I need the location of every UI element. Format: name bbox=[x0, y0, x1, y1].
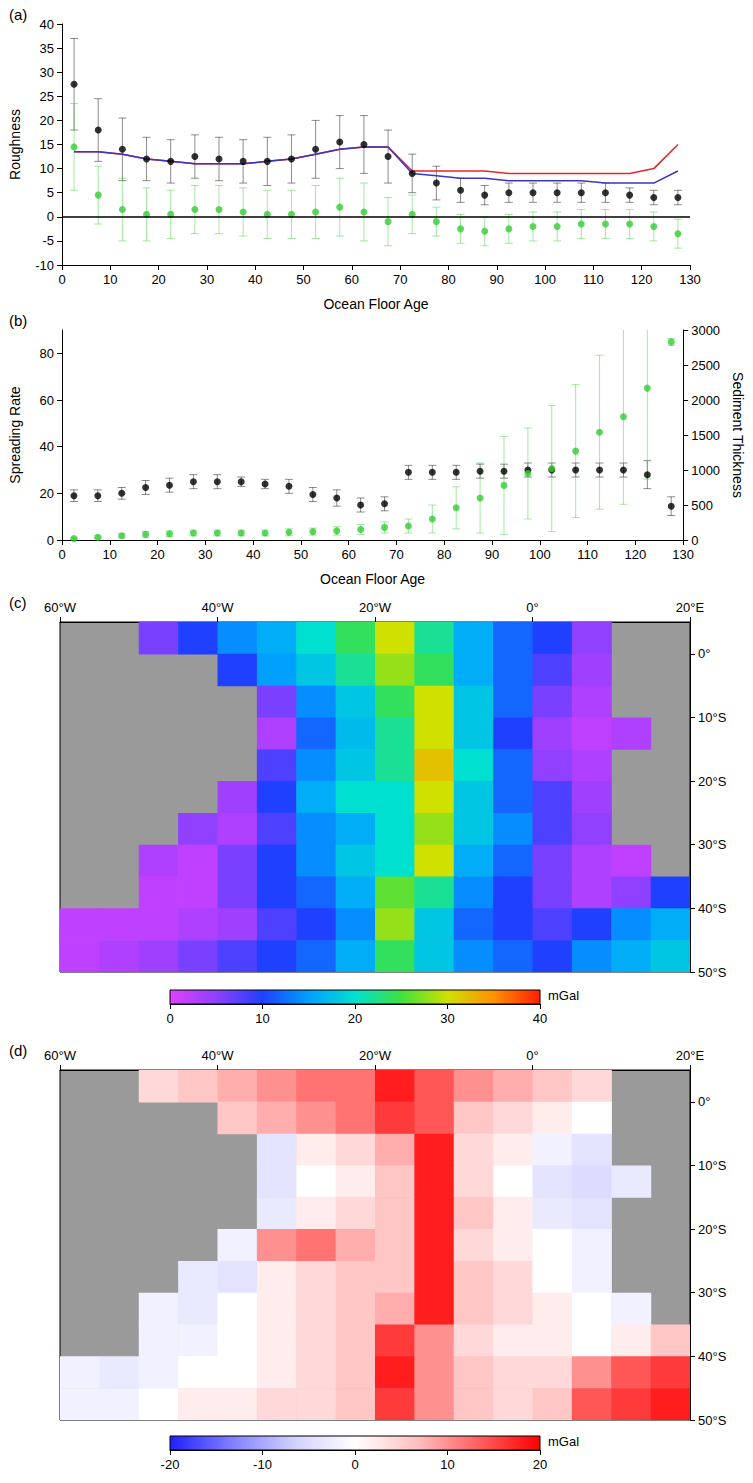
svg-text:(c): (c) bbox=[9, 594, 27, 611]
svg-text:500: 500 bbox=[691, 498, 713, 513]
svg-text:10: 10 bbox=[440, 1457, 454, 1472]
svg-text:60: 60 bbox=[345, 272, 359, 287]
svg-text:10°S: 10°S bbox=[698, 710, 727, 725]
svg-text:(b): (b) bbox=[9, 312, 27, 329]
svg-text:20°S: 20°S bbox=[698, 774, 727, 789]
svg-text:90: 90 bbox=[485, 547, 499, 562]
svg-text:110: 110 bbox=[583, 272, 604, 287]
svg-text:20: 20 bbox=[150, 547, 164, 562]
svg-text:30°S: 30°S bbox=[698, 837, 727, 852]
svg-text:10: 10 bbox=[255, 1011, 269, 1026]
svg-text:10: 10 bbox=[103, 547, 117, 562]
svg-text:15: 15 bbox=[40, 137, 54, 152]
svg-text:40: 40 bbox=[40, 17, 54, 32]
svg-text:-5: -5 bbox=[42, 233, 54, 248]
svg-text:Ocean Floor Age: Ocean Floor Age bbox=[323, 296, 428, 312]
svg-text:30: 30 bbox=[200, 272, 214, 287]
svg-text:mGal: mGal bbox=[548, 988, 579, 1003]
svg-text:10°S: 10°S bbox=[698, 1158, 727, 1173]
svg-text:5: 5 bbox=[47, 185, 54, 200]
svg-text:40: 40 bbox=[533, 1011, 547, 1026]
svg-text:90: 90 bbox=[490, 272, 504, 287]
svg-text:20°S: 20°S bbox=[698, 1222, 727, 1237]
svg-text:60: 60 bbox=[40, 393, 54, 408]
svg-text:Sediment Thickness: Sediment Thickness bbox=[730, 372, 746, 498]
svg-text:100: 100 bbox=[534, 272, 556, 287]
svg-text:1500: 1500 bbox=[691, 428, 720, 443]
svg-text:mGal: mGal bbox=[548, 1434, 579, 1449]
svg-text:120: 120 bbox=[631, 272, 653, 287]
svg-text:60: 60 bbox=[341, 547, 355, 562]
svg-text:40°W: 40°W bbox=[202, 600, 235, 615]
svg-text:30: 30 bbox=[198, 547, 212, 562]
svg-text:0°: 0° bbox=[698, 646, 710, 661]
svg-text:20°E: 20°E bbox=[676, 600, 705, 615]
svg-text:1000: 1000 bbox=[691, 463, 720, 478]
svg-text:60°W: 60°W bbox=[44, 1048, 77, 1063]
svg-text:2000: 2000 bbox=[691, 393, 720, 408]
svg-text:80: 80 bbox=[437, 547, 451, 562]
svg-text:0: 0 bbox=[47, 209, 54, 224]
svg-text:40°W: 40°W bbox=[202, 1048, 235, 1063]
svg-text:80: 80 bbox=[441, 272, 455, 287]
svg-text:50°S: 50°S bbox=[698, 1413, 727, 1428]
svg-text:0: 0 bbox=[691, 533, 698, 548]
svg-text:40°S: 40°S bbox=[698, 1349, 727, 1364]
svg-text:50: 50 bbox=[294, 547, 308, 562]
svg-text:3000: 3000 bbox=[691, 323, 720, 338]
svg-text:0°: 0° bbox=[526, 600, 538, 615]
svg-text:0: 0 bbox=[351, 1457, 358, 1472]
svg-text:0: 0 bbox=[166, 1011, 173, 1026]
svg-text:20: 20 bbox=[40, 113, 54, 128]
svg-text:25: 25 bbox=[40, 89, 54, 104]
svg-text:60°W: 60°W bbox=[44, 600, 77, 615]
svg-text:0°: 0° bbox=[526, 1048, 538, 1063]
svg-text:50: 50 bbox=[296, 272, 310, 287]
svg-text:0°: 0° bbox=[698, 1094, 710, 1109]
svg-text:50°S: 50°S bbox=[698, 965, 727, 980]
svg-text:70: 70 bbox=[389, 547, 403, 562]
svg-text:20°W: 20°W bbox=[359, 600, 392, 615]
svg-text:30: 30 bbox=[440, 1011, 454, 1026]
svg-text:20°W: 20°W bbox=[359, 1048, 392, 1063]
svg-text:80: 80 bbox=[40, 346, 54, 361]
svg-text:40: 40 bbox=[246, 547, 260, 562]
svg-text:120: 120 bbox=[625, 547, 647, 562]
svg-text:20°E: 20°E bbox=[676, 1048, 705, 1063]
svg-text:20: 20 bbox=[40, 486, 54, 501]
svg-text:130: 130 bbox=[679, 272, 701, 287]
svg-text:(a): (a) bbox=[9, 6, 27, 23]
svg-text:-10: -10 bbox=[35, 258, 54, 273]
svg-text:110: 110 bbox=[577, 547, 598, 562]
svg-text:-10: -10 bbox=[253, 1457, 272, 1472]
svg-text:40: 40 bbox=[40, 439, 54, 454]
svg-text:-20: -20 bbox=[161, 1457, 180, 1472]
svg-text:40°S: 40°S bbox=[698, 901, 727, 916]
svg-text:30°S: 30°S bbox=[698, 1285, 727, 1300]
svg-text:100: 100 bbox=[529, 547, 551, 562]
svg-text:20: 20 bbox=[533, 1457, 547, 1472]
svg-text:130: 130 bbox=[672, 547, 694, 562]
svg-text:Spreading Rate: Spreading Rate bbox=[7, 386, 23, 484]
svg-text:35: 35 bbox=[40, 41, 54, 56]
svg-text:10: 10 bbox=[40, 161, 54, 176]
svg-text:40: 40 bbox=[248, 272, 262, 287]
svg-text:(d): (d) bbox=[9, 1042, 27, 1059]
svg-text:20: 20 bbox=[348, 1011, 362, 1026]
svg-text:0: 0 bbox=[58, 272, 65, 287]
svg-text:2500: 2500 bbox=[691, 358, 720, 373]
svg-text:20: 20 bbox=[151, 272, 165, 287]
svg-text:0: 0 bbox=[58, 547, 65, 562]
svg-text:Ocean Floor Age: Ocean Floor Age bbox=[320, 571, 425, 587]
svg-text:70: 70 bbox=[393, 272, 407, 287]
svg-text:Roughness: Roughness bbox=[7, 109, 23, 180]
svg-text:10: 10 bbox=[103, 272, 117, 287]
svg-text:0: 0 bbox=[47, 533, 54, 548]
svg-text:30: 30 bbox=[40, 65, 54, 80]
